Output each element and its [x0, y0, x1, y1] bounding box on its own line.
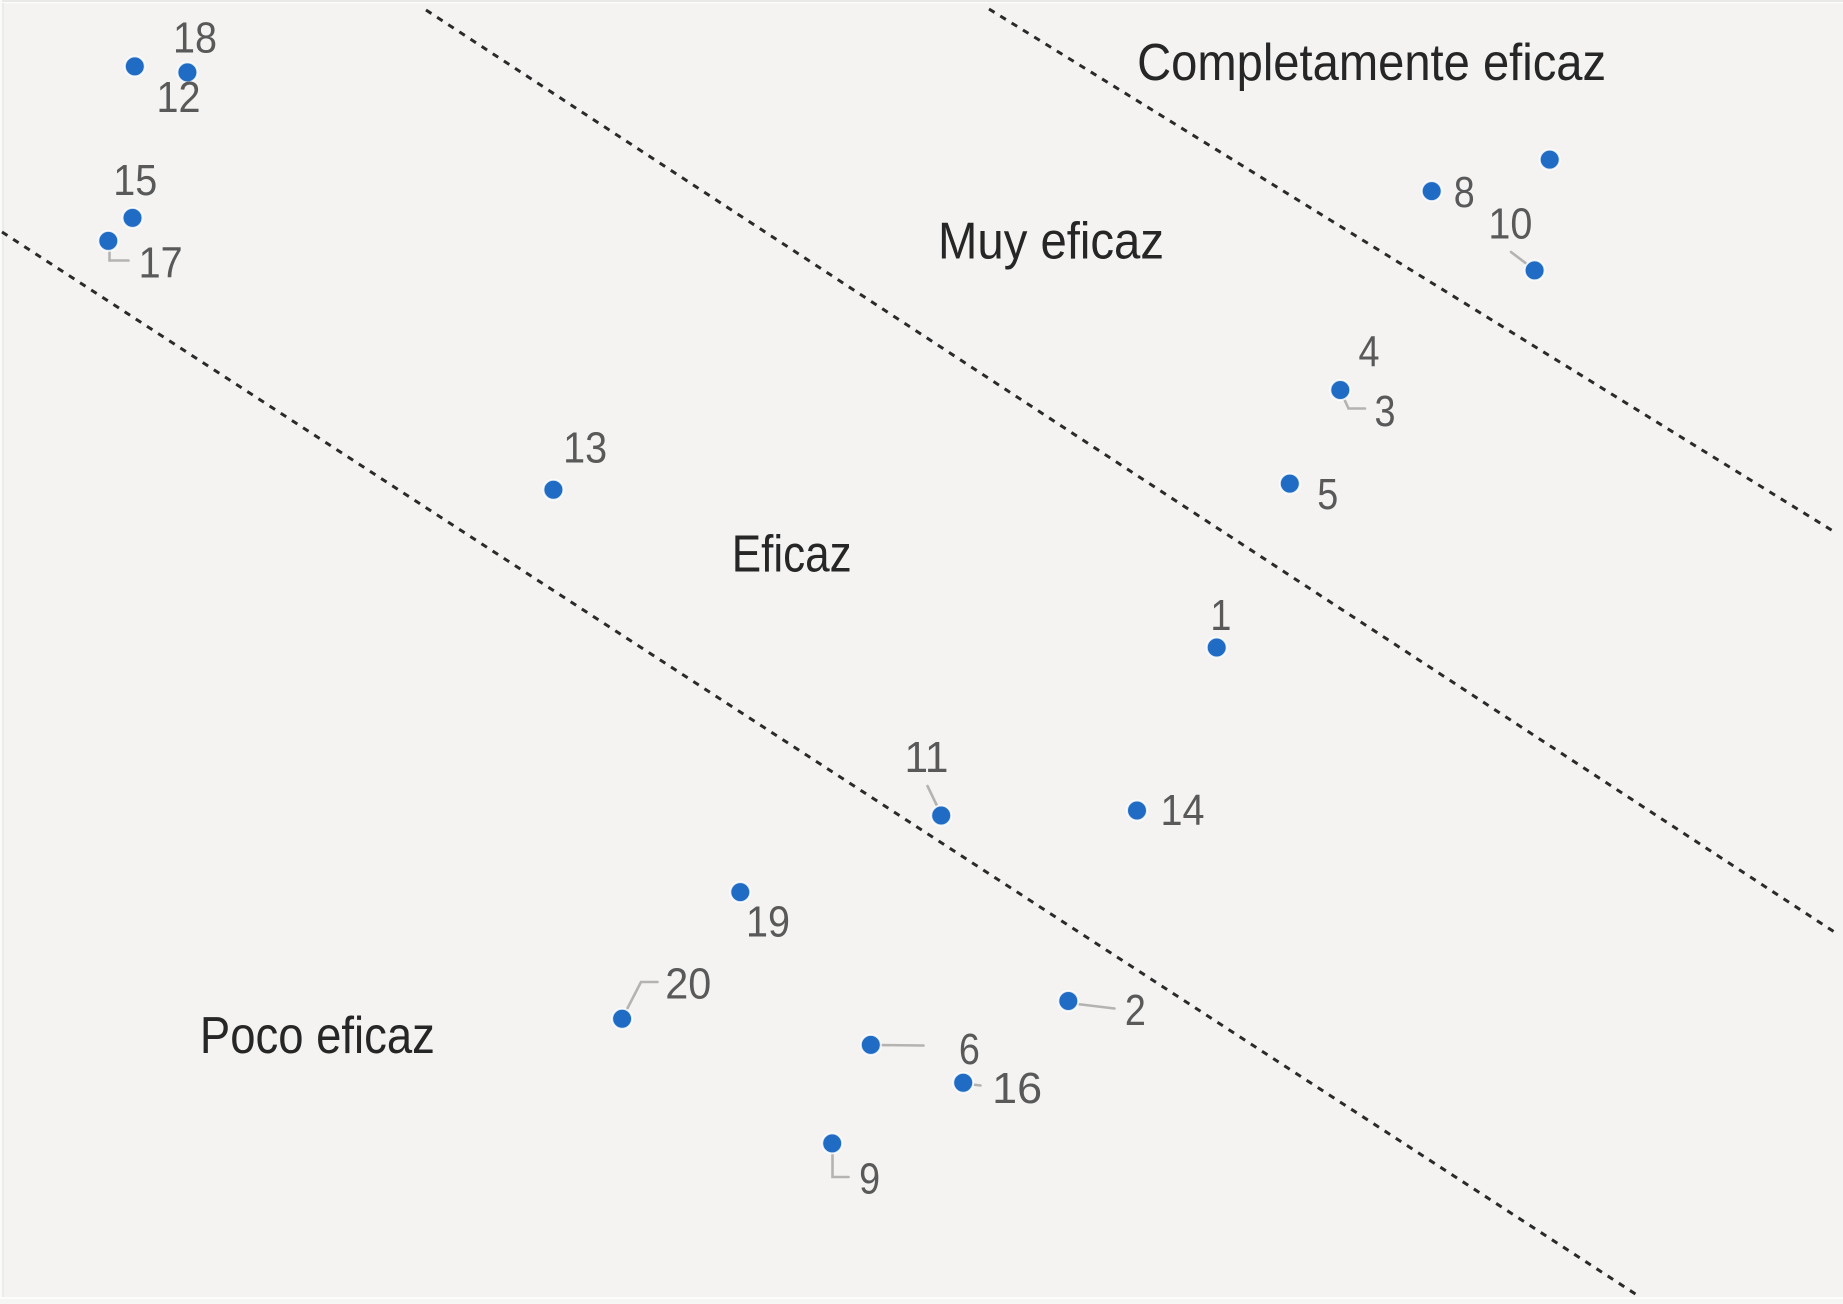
svg-text:4: 4 — [1359, 327, 1380, 376]
svg-text:8: 8 — [1454, 168, 1475, 217]
svg-text:18: 18 — [173, 13, 217, 62]
svg-text:Poco eficaz: Poco eficaz — [200, 1007, 435, 1065]
svg-text:Muy eficaz: Muy eficaz — [938, 212, 1164, 270]
svg-text:5: 5 — [1317, 470, 1338, 519]
svg-text:20: 20 — [665, 960, 711, 1009]
svg-text:2: 2 — [1125, 986, 1146, 1035]
svg-text:3: 3 — [1375, 387, 1396, 436]
svg-text:Completamente eficaz: Completamente eficaz — [1137, 34, 1606, 92]
svg-text:6: 6 — [959, 1025, 980, 1074]
svg-text:16: 16 — [992, 1064, 1042, 1113]
svg-text:9: 9 — [859, 1154, 880, 1203]
svg-text:1: 1 — [1210, 591, 1231, 640]
svg-text:14: 14 — [1161, 786, 1205, 835]
svg-text:17: 17 — [139, 239, 183, 288]
svg-text:19: 19 — [746, 898, 790, 947]
svg-text:10: 10 — [1488, 200, 1532, 249]
svg-text:12: 12 — [157, 73, 201, 122]
svg-text:13: 13 — [563, 423, 607, 472]
svg-text:11: 11 — [905, 733, 949, 782]
svg-text:15: 15 — [113, 156, 157, 205]
svg-text:Eficaz: Eficaz — [732, 526, 852, 584]
